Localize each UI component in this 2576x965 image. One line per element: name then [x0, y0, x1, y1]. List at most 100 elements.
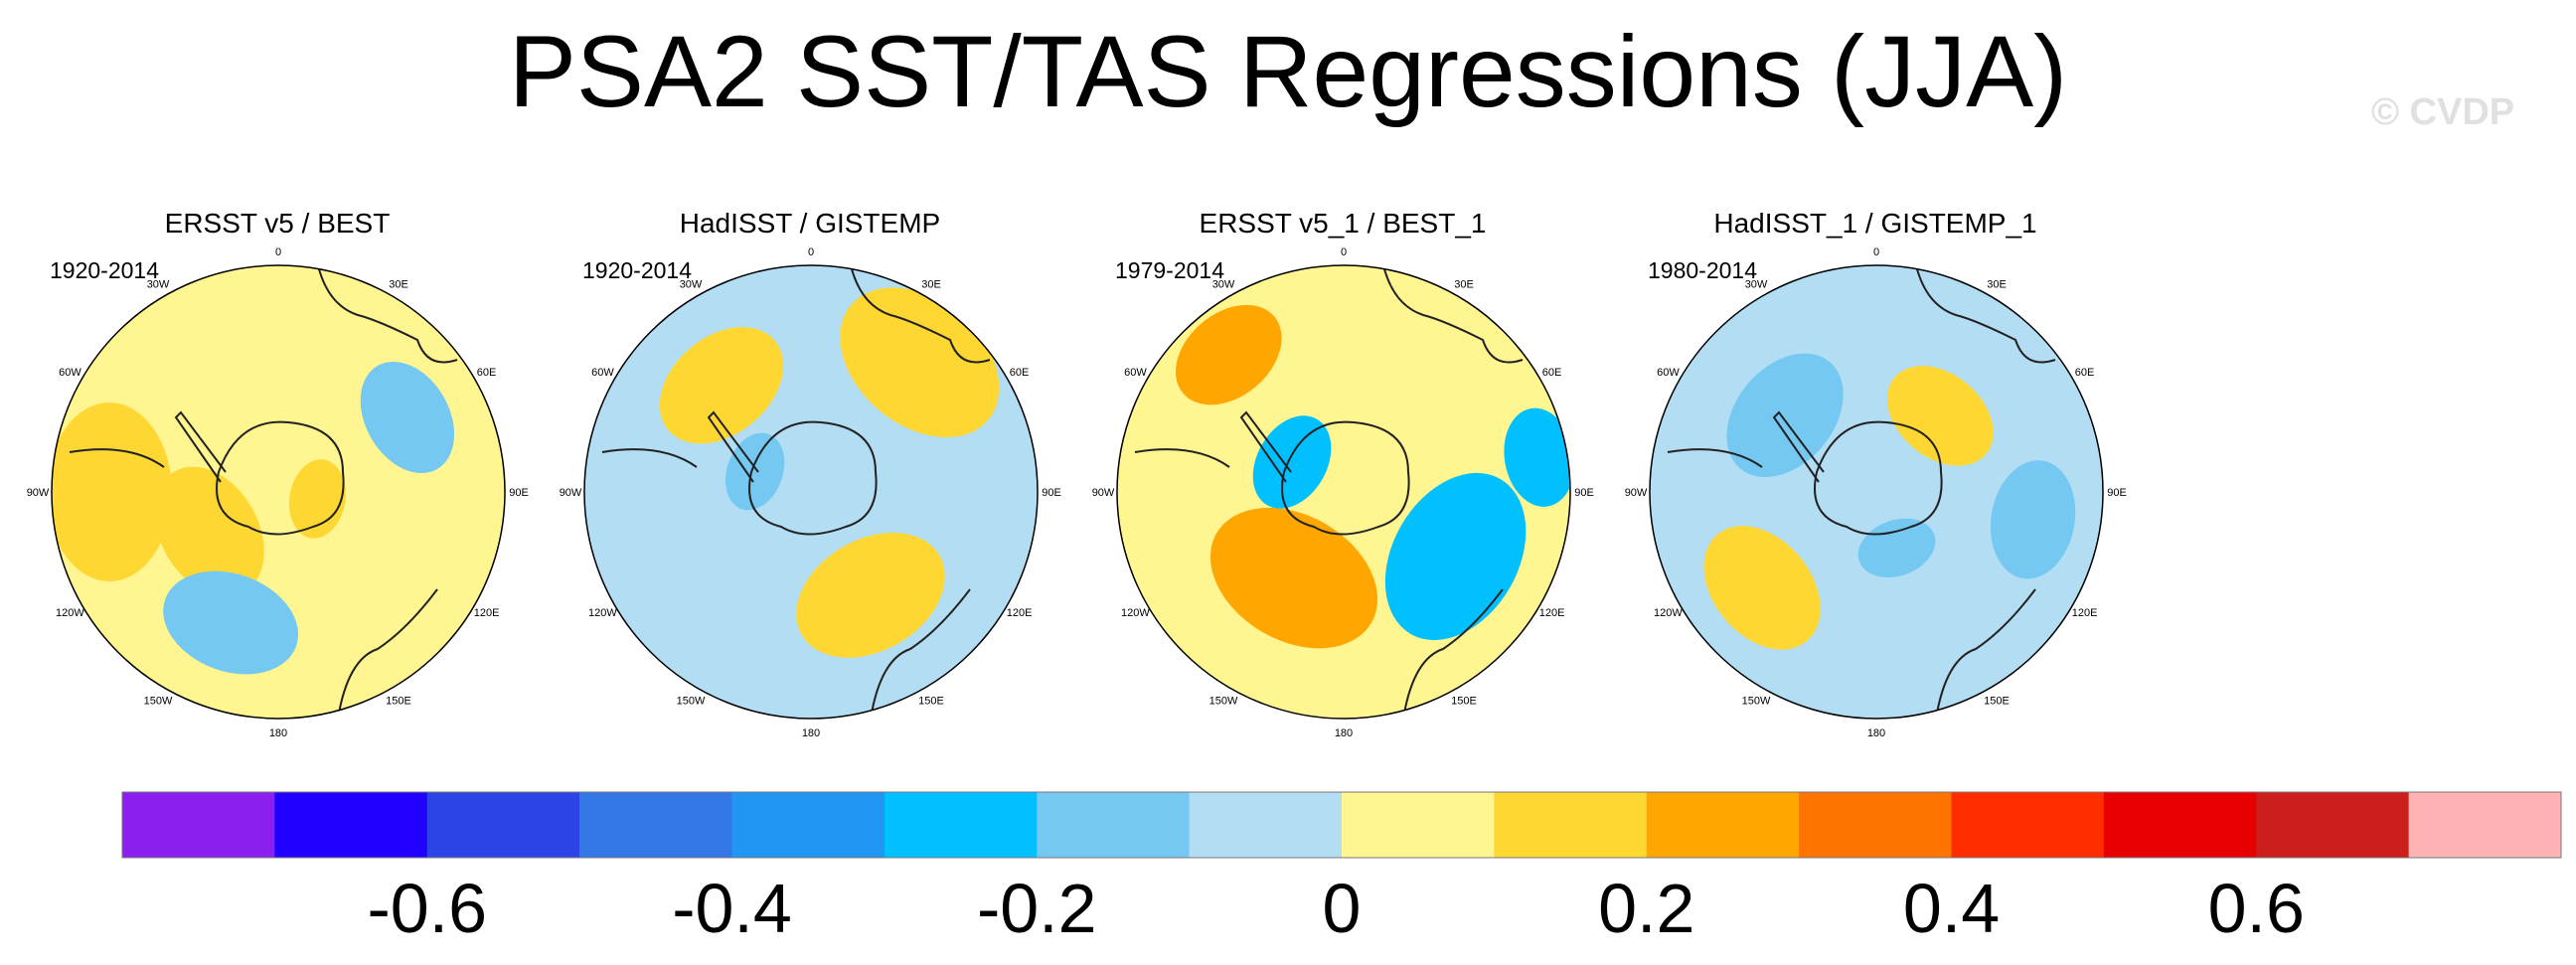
lon-label-150E: 150E	[386, 696, 411, 708]
anomaly-patch-4	[163, 570, 298, 675]
colorbar-label-3: -0.2	[977, 870, 1097, 947]
colorbar-swatch-16	[2408, 792, 2562, 858]
lon-label-90E: 90E	[1574, 487, 1594, 499]
lon-label-150E: 150E	[1451, 696, 1477, 708]
africa-coastline	[317, 265, 458, 364]
lon-label-180: 180	[269, 727, 287, 739]
lon-label-150W: 150W	[1742, 696, 1771, 708]
antarctica-coastline	[748, 420, 878, 536]
lon-label-90W: 90W	[27, 487, 50, 499]
anomaly-patch-4	[796, 533, 945, 658]
anomaly-patch-3	[360, 361, 455, 474]
lon-label-150W: 150W	[677, 696, 706, 708]
map-border	[583, 264, 1039, 720]
anomaly-patch-2	[840, 287, 1000, 438]
antarctic-peninsula	[707, 410, 759, 483]
lon-label-120W: 120W	[1654, 607, 1683, 619]
colorbar-swatch-7	[1037, 792, 1191, 858]
anomaly-patch-1	[1209, 507, 1378, 649]
polar-map-4	[1650, 265, 2103, 719]
lon-label-30W: 30W	[1745, 278, 1768, 290]
panel-period-1: 1920-2014	[50, 257, 159, 283]
australia-coastline	[870, 588, 971, 719]
colorbar-swatch-9	[1342, 792, 1495, 858]
map-border	[51, 264, 506, 720]
lon-label-30W: 30W	[1212, 278, 1235, 290]
australia-coastline	[337, 588, 438, 719]
australia-coastline	[1935, 588, 2036, 719]
lon-label-0: 0	[808, 246, 814, 258]
australia-coastline	[1402, 588, 1504, 719]
anomaly-patch-3	[1990, 460, 2076, 579]
map-border	[1649, 264, 2104, 720]
anomaly-patch-5	[288, 459, 346, 539]
lon-label-60E: 60E	[1542, 367, 1562, 379]
lon-label-0: 0	[275, 246, 281, 258]
lon-label-120E: 120E	[2072, 607, 2098, 619]
antarctica-coastline	[216, 420, 345, 536]
south-america-coastline	[1667, 448, 1763, 468]
africa-coastline	[850, 265, 991, 364]
lon-label-30W: 30W	[680, 278, 703, 290]
anomaly-patch-3	[1384, 472, 1527, 641]
lon-label-60W: 60W	[59, 367, 81, 379]
lon-label-120E: 120E	[474, 607, 500, 619]
antarctic-peninsula	[1772, 410, 1825, 483]
lon-label-30E: 30E	[1987, 278, 2007, 290]
anomaly-patch-5	[724, 432, 785, 511]
antarctic-peninsula	[174, 410, 227, 483]
south-america-coastline	[1134, 448, 1230, 468]
colorbar-label-7: 0.6	[2208, 870, 2305, 947]
lon-label-60E: 60E	[477, 367, 497, 379]
south-america-coastline	[601, 448, 698, 468]
colorbar-swatch-14	[2103, 792, 2257, 858]
polar-map-2	[584, 265, 1038, 719]
polar-maps: 0 30E 60E 90E 120E 150E 180 150W 120W 90W 60W 30W 0 3…	[27, 246, 2127, 739]
anomaly-patch-4	[1252, 415, 1332, 509]
colorbar-label-4: 0	[1323, 870, 1362, 947]
panel-title-4: HadISST_1 / GISTEMP_1	[1713, 208, 2037, 239]
anomaly-patch-4	[1726, 353, 1844, 478]
colorbar-swatch-1	[122, 792, 275, 858]
lon-label-120W: 120W	[1121, 607, 1150, 619]
panel-period-2: 1920-2014	[582, 257, 692, 283]
lon-label-180: 180	[1867, 727, 1885, 739]
lon-label-120E: 120E	[1007, 607, 1033, 619]
colorbar-frame	[121, 791, 2562, 859]
colorbar-swatch-5	[731, 792, 886, 858]
colorbar-label-6: 0.4	[1903, 870, 2000, 947]
lon-label-180: 180	[802, 727, 820, 739]
anomaly-patch-2	[1886, 366, 1994, 466]
south-america-coastline	[69, 448, 165, 468]
africa-coastline	[1382, 265, 1524, 364]
panel-title-1: ERSST v5 / BEST	[164, 208, 391, 239]
anomaly-patch-2	[52, 402, 172, 581]
lon-label-90W: 90W	[1625, 487, 1648, 499]
lon-label-0: 0	[1341, 246, 1347, 258]
lon-label-30E: 30E	[1454, 278, 1474, 290]
africa-coastline	[1915, 265, 2056, 364]
colorbar-label-1: -0.6	[367, 870, 487, 947]
antarctica-coastline	[1814, 420, 1943, 536]
lon-label-120E: 120E	[1539, 607, 1565, 619]
colorbar-swatch-6	[884, 792, 1038, 858]
cvdp-watermark: © CVDP	[2371, 91, 2515, 133]
lon-label-60E: 60E	[1010, 367, 1030, 379]
lon-label-30E: 30E	[389, 278, 408, 290]
antarctic-peninsula	[1239, 410, 1292, 483]
colorbar-swatch-12	[1799, 792, 1952, 858]
colorbar-swatch-15	[2256, 792, 2410, 858]
colorbar-swatch-3	[426, 792, 580, 858]
colorbar-swatch-13	[1951, 792, 2105, 858]
colorbar-swatch-2	[274, 792, 428, 858]
anomaly-patch-1	[1703, 526, 1821, 650]
polar-map-1	[52, 265, 505, 719]
lon-label-0: 0	[1873, 246, 1879, 258]
antarctica-coastline	[1281, 420, 1410, 536]
polar-map-3	[1117, 265, 1570, 719]
colorbar-swatch-8	[1189, 792, 1343, 858]
lon-label-30E: 30E	[921, 278, 941, 290]
panel-period-4: 1980-2014	[1648, 257, 1757, 283]
colorbar-label-2: -0.4	[672, 870, 792, 947]
figure-title: PSA2 SST/TAS Regressions (JJA)	[508, 15, 2068, 128]
